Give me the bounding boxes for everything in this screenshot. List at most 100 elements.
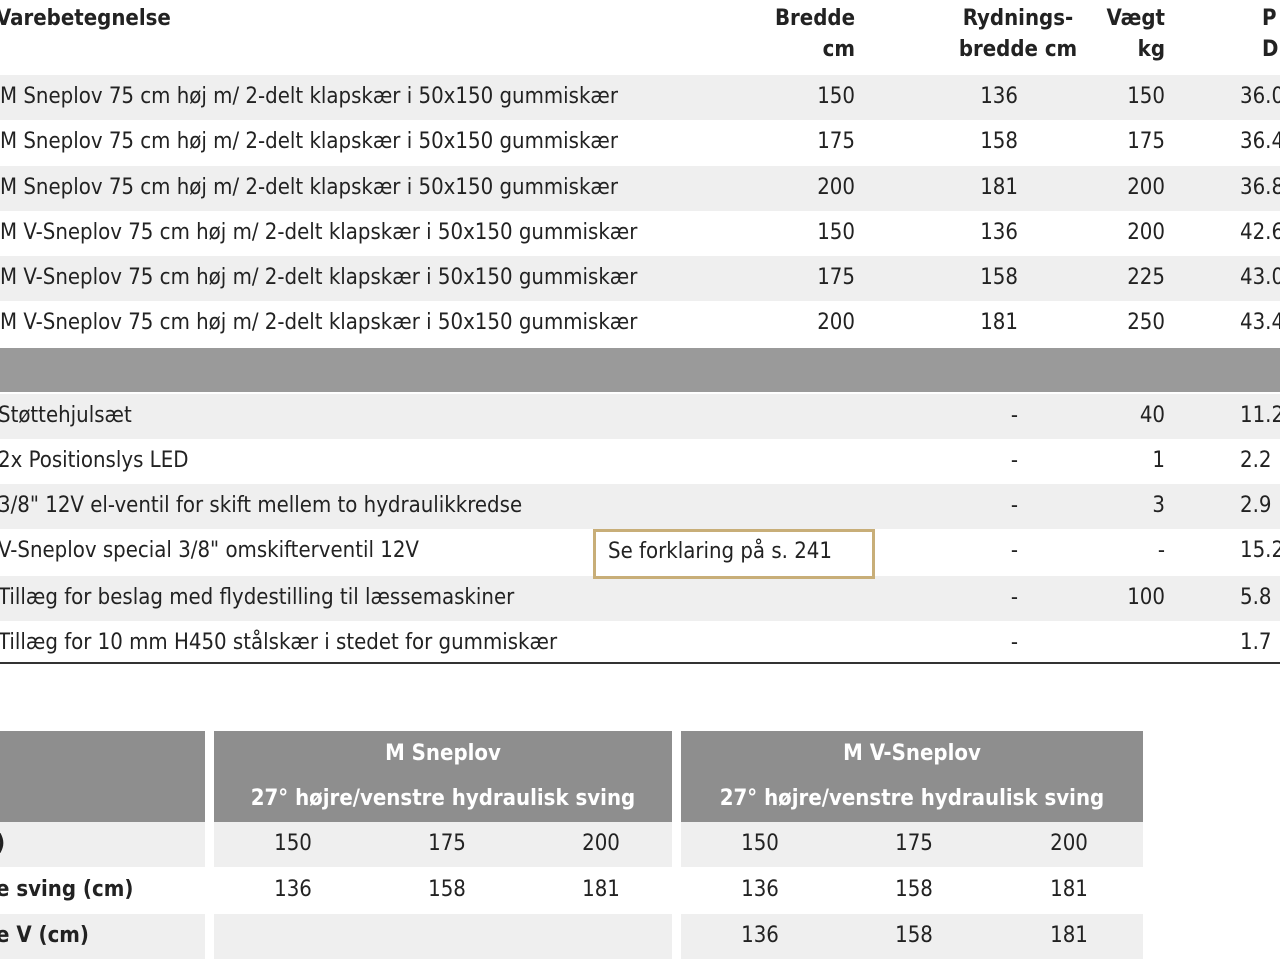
- cell: 158: [980, 129, 1018, 154]
- accessory-name: 3/8" 12V el-ventil for skift mellem to h…: [0, 493, 523, 518]
- cell: 150: [1127, 84, 1165, 109]
- group-name: M Sneplov: [385, 741, 501, 766]
- cell: 158: [428, 877, 466, 902]
- cell: 136: [741, 877, 779, 902]
- cell-bg: [681, 914, 1143, 959]
- group-name: M V-Sneplov: [843, 741, 981, 766]
- accessory-name: Tillæg for beslag med flydestilling til …: [0, 585, 515, 610]
- cell: 175: [895, 831, 933, 856]
- cell: 181: [980, 175, 1018, 200]
- cell: 200: [817, 310, 855, 335]
- cell: 1: [1152, 448, 1165, 473]
- cell: -: [1010, 538, 1018, 563]
- header-label: kg: [1137, 37, 1165, 62]
- note: Se forklaring på s. 241: [608, 539, 832, 564]
- row-bg: [0, 484, 1280, 529]
- cell-bg: [214, 868, 672, 913]
- cell: 136: [274, 877, 312, 902]
- cell-bg: [214, 914, 672, 959]
- cell: 158: [895, 877, 933, 902]
- cell: 2.2: [1240, 448, 1272, 473]
- accessory-name: V-Sneplov special 3/8" omskifterventil 1…: [0, 538, 419, 563]
- cell: -: [1010, 493, 1018, 518]
- cell: 43.4: [1240, 310, 1280, 335]
- cell: 36.8: [1240, 175, 1280, 200]
- cell: 181: [582, 877, 620, 902]
- cell: 158: [980, 265, 1018, 290]
- row-label: e V (cm): [0, 923, 89, 948]
- product-name: M Sneplov 75 cm høj m/ 2-delt klapskær i…: [0, 175, 618, 200]
- cell: 5.8: [1240, 585, 1272, 610]
- cell: 175: [1127, 129, 1165, 154]
- cell: 136: [741, 923, 779, 948]
- cell-bg: [0, 822, 205, 867]
- cell: 200: [1127, 175, 1165, 200]
- product-name: M V-Sneplov 75 cm høj m/ 2-delt klapskær…: [0, 265, 638, 290]
- cell: 11.2: [1240, 403, 1280, 428]
- product-name: M V-Sneplov 75 cm høj m/ 2-delt klapskær…: [0, 220, 638, 245]
- cell: 181: [1050, 923, 1088, 948]
- cell: 1.7: [1240, 630, 1272, 655]
- table-bottom-rule: [0, 662, 1280, 664]
- cell: 150: [817, 220, 855, 245]
- header-label: P: [1262, 6, 1277, 31]
- row-label: ): [0, 831, 5, 857]
- cell: 181: [980, 310, 1018, 335]
- cell: 100: [1127, 585, 1165, 610]
- product-name: M V-Sneplov 75 cm høj m/ 2-delt klapskær…: [0, 310, 638, 335]
- cell-bg: [214, 822, 672, 867]
- row-bg: [0, 166, 1280, 211]
- header-label: Varebetegnelse: [0, 6, 171, 31]
- cell: 175: [428, 831, 466, 856]
- header-cell: [0, 731, 205, 822]
- product-name: M Sneplov 75 cm høj m/ 2-delt klapskær i…: [0, 129, 618, 154]
- section-band: [0, 348, 1280, 392]
- accessory-name: Støttehjulsæt: [0, 403, 132, 428]
- row-bg: [0, 75, 1280, 120]
- cell: -: [1157, 538, 1165, 563]
- cell-bg: [0, 868, 205, 913]
- group-subtitle: 27° højre/venstre hydraulisk sving: [719, 786, 1105, 811]
- cell: -: [1010, 630, 1018, 655]
- cell-bg: [0, 914, 205, 959]
- row-bg: [0, 576, 1280, 621]
- header-label: bredde cm: [958, 37, 1078, 62]
- accessory-name: Tillæg for 10 mm H450 stålskær i stedet …: [0, 630, 558, 655]
- header-label: cm: [822, 37, 855, 62]
- cell: 225: [1127, 265, 1165, 290]
- header-label: Rydnings-: [962, 6, 1074, 31]
- cell: 175: [817, 129, 855, 154]
- product-name: M Sneplov 75 cm høj m/ 2-delt klapskær i…: [0, 84, 618, 109]
- cell: -: [1010, 403, 1018, 428]
- group-header: [214, 731, 672, 822]
- cell: 3: [1152, 493, 1165, 518]
- cell: 36.0: [1240, 84, 1280, 109]
- cell: 40: [1139, 403, 1165, 428]
- cell: 42.6: [1240, 220, 1280, 245]
- group-subtitle: 27° højre/venstre hydraulisk sving: [250, 786, 636, 811]
- cell: 2.9: [1240, 493, 1272, 518]
- cell: 150: [741, 831, 779, 856]
- cell: -: [1010, 448, 1018, 473]
- header-label: Vægt: [1106, 6, 1166, 31]
- header-label: DK: [1262, 37, 1280, 62]
- cell: 175: [817, 265, 855, 290]
- cell: -: [1010, 585, 1018, 610]
- row-bg: [0, 394, 1280, 439]
- cell: 200: [1050, 831, 1088, 856]
- cell: 181: [1050, 877, 1088, 902]
- cell: 250: [1127, 310, 1165, 335]
- row-label: e sving (cm): [0, 877, 134, 902]
- cell: 136: [980, 84, 1018, 109]
- cell: 158: [895, 923, 933, 948]
- cell: 15.2: [1240, 538, 1280, 563]
- accessory-name: 2x Positionslys LED: [0, 448, 189, 473]
- group-header: [681, 731, 1143, 822]
- cell-bg: [681, 822, 1143, 867]
- note-box: [593, 529, 875, 579]
- header-label: Bredde: [774, 6, 855, 31]
- cell: 150: [817, 84, 855, 109]
- cell-bg: [681, 868, 1143, 913]
- cell: 36.4: [1240, 129, 1280, 154]
